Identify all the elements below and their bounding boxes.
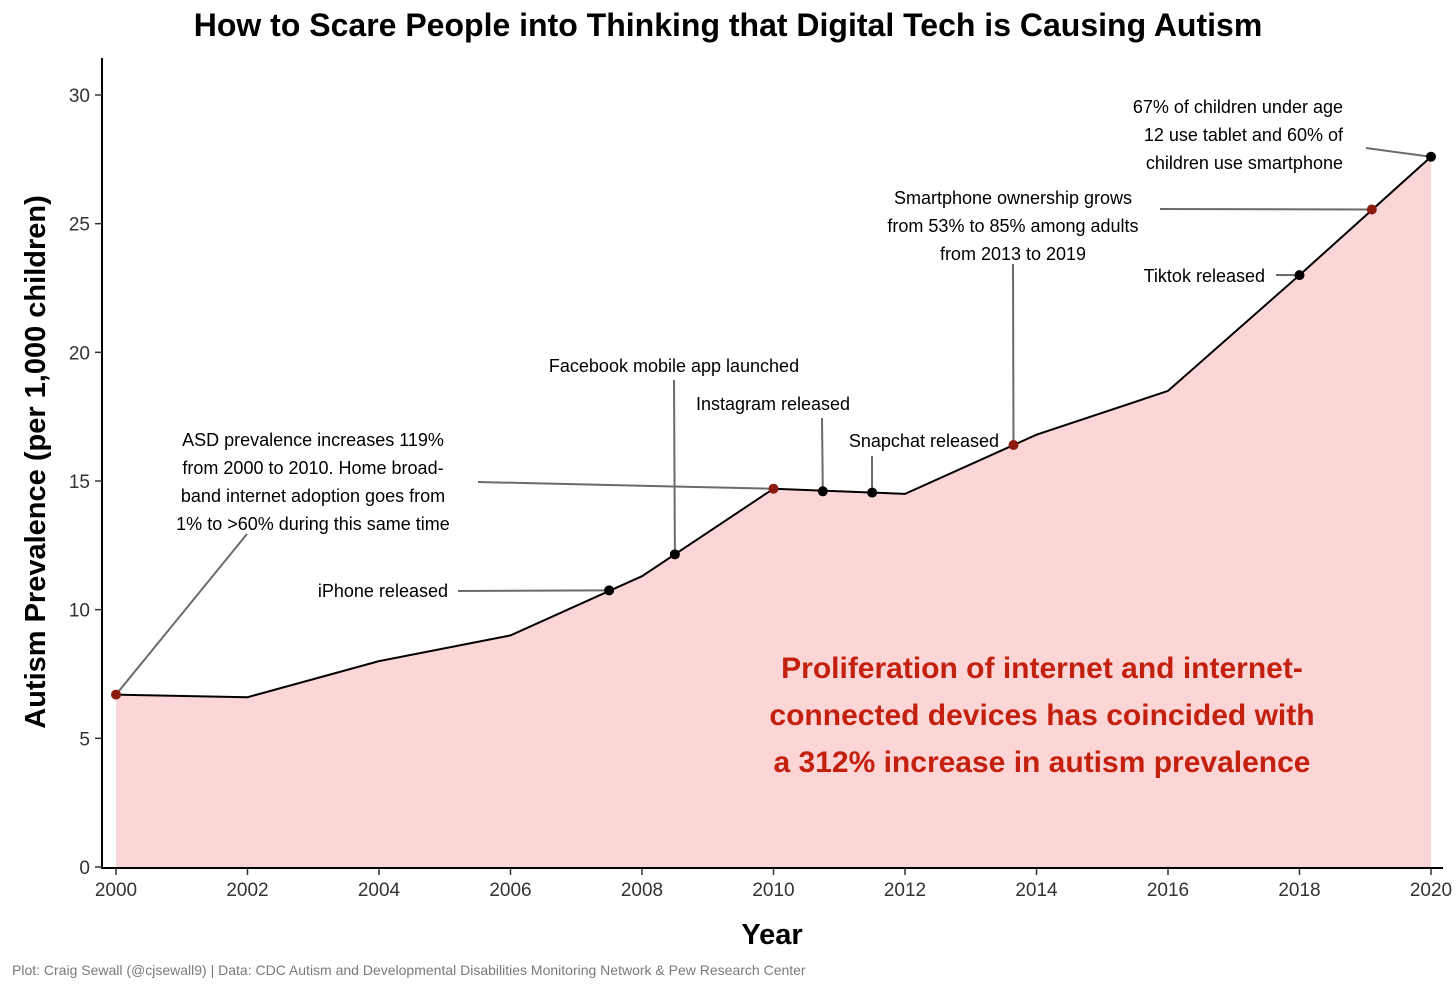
- annotation-leaders: [115, 147, 1432, 696]
- event-marker: [669, 549, 680, 560]
- event-marker: [1008, 439, 1019, 450]
- event-marker: [867, 487, 878, 498]
- y-tick-label: 0: [79, 858, 90, 879]
- event-marker: [817, 486, 828, 497]
- event-marker: [1294, 270, 1305, 281]
- leader-asd-2010: [477, 481, 774, 490]
- event-label: Facebook mobile app launched: [549, 356, 799, 376]
- y-tick-label: 15: [69, 472, 90, 493]
- event-marker: [111, 689, 121, 700]
- event-annotations: ASD prevalence increases 119% from 2000 t…: [176, 97, 1344, 601]
- y-tick-label: 25: [69, 215, 90, 236]
- x-tick-label: 2010: [752, 880, 794, 901]
- caption: Plot: Craig Sewall (@cjsewall9) | Data: …: [12, 962, 806, 978]
- leader-line: [1012, 263, 1015, 446]
- y-tick-label: 30: [69, 86, 90, 107]
- y-tick-label: 10: [69, 601, 90, 622]
- event-label: 67% of children under age: [1133, 97, 1343, 117]
- leader-line: [821, 417, 824, 492]
- event-label: ASD prevalence increases 119%: [182, 430, 444, 450]
- x-tick-label: 2018: [1278, 880, 1320, 901]
- x-tick-label: 2002: [226, 880, 268, 901]
- event-markers: [111, 151, 1436, 700]
- x-tick-label: 2008: [621, 880, 663, 901]
- x-tick-label: 2020: [1410, 880, 1452, 901]
- leader-line: [673, 379, 676, 555]
- leader-line: [1365, 147, 1432, 158]
- y-tick-label: 5: [79, 729, 90, 750]
- x-axis-title: Year: [741, 919, 802, 951]
- event-label: children use smartphone: [1146, 153, 1343, 173]
- event-label: Instagram released: [696, 394, 850, 414]
- callout-line: Proliferation of internet and internet-: [781, 652, 1303, 685]
- event-label: from 53% to 85% among adults: [887, 216, 1138, 236]
- y-axis-ticks: 0 5 10 15 20 25 30: [69, 86, 102, 879]
- event-label: 12 use tablet and 60% of: [1144, 125, 1344, 145]
- event-label: iPhone released: [318, 581, 448, 601]
- event-label: from 2013 to 2019: [940, 244, 1086, 264]
- x-tick-label: 2014: [1015, 880, 1058, 901]
- callout-line: connected devices has coincided with: [769, 699, 1314, 732]
- callout-line: a 312% increase in autism prevalence: [774, 746, 1311, 779]
- event-marker: [768, 483, 779, 494]
- event-marker: [604, 585, 615, 596]
- leader-line: [115, 533, 248, 696]
- event-label: Tiktok released: [1144, 266, 1265, 286]
- x-tick-label: 2012: [884, 880, 926, 901]
- x-axis-ticks: 2000 2002 2004 2006 2008 2010 2012 2014 2016 2018…: [95, 868, 1452, 901]
- leader-line: [457, 589, 610, 592]
- y-axis-title: Autism Prevalence (per 1,000 children): [20, 195, 52, 729]
- event-label: band internet adoption goes from: [181, 486, 445, 506]
- chart-title: How to Scare People into Thinking that D…: [194, 7, 1263, 43]
- leader-smartphone-2019: [1159, 208, 1372, 211]
- x-tick-label: 2000: [95, 880, 137, 901]
- y-tick-label: 20: [69, 343, 90, 364]
- area-fill: [116, 156, 1431, 868]
- x-tick-label: 2006: [489, 880, 531, 901]
- x-tick-label: 2004: [358, 880, 401, 901]
- event-marker: [1366, 204, 1377, 215]
- callout-text: Proliferation of internet and internet-c…: [769, 652, 1314, 779]
- event-marker: [1426, 151, 1436, 162]
- event-label: 1% to >60% during this same time: [176, 514, 450, 534]
- x-tick-label: 2016: [1147, 880, 1189, 901]
- event-label: Smartphone ownership grows: [894, 188, 1132, 208]
- event-label: Snapchat released: [849, 431, 999, 451]
- event-label: from 2000 to 2010. Home broad-: [182, 458, 443, 478]
